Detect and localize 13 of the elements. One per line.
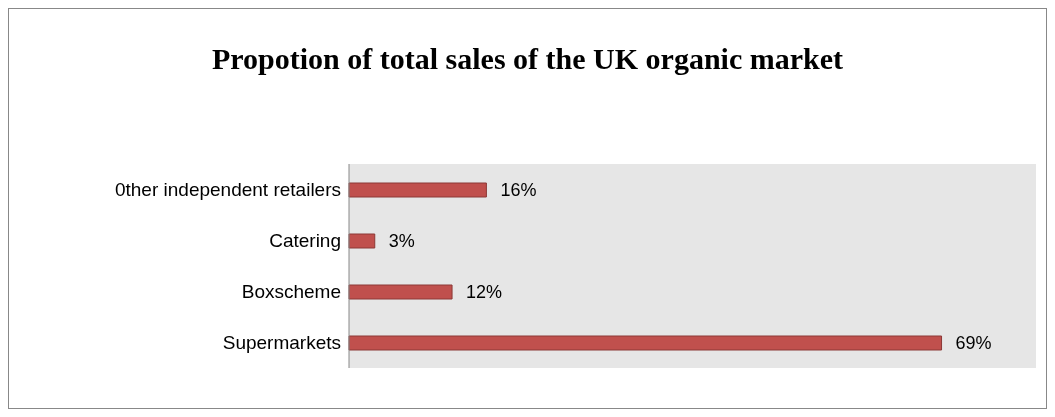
bar xyxy=(348,335,943,351)
y-tick-label: 0ther independent retailers xyxy=(114,179,341,201)
y-tick-label: Supermarkets xyxy=(222,332,341,354)
chart-title: Propotion of total sales of the UK organic market xyxy=(211,41,844,77)
y-tick-label: Boxscheme xyxy=(241,281,341,303)
data-label: 3% xyxy=(388,231,415,252)
bar xyxy=(348,233,376,249)
bar xyxy=(348,284,453,300)
data-label: 12% xyxy=(466,282,503,303)
data-label: 16% xyxy=(500,180,537,201)
y-tick-label: Catering xyxy=(269,230,341,252)
data-label: 69% xyxy=(955,333,992,354)
bar xyxy=(348,182,487,198)
